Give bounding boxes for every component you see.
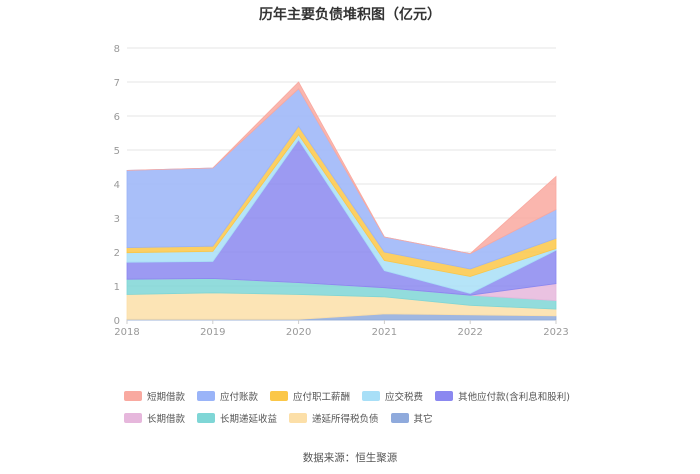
legend-label: 短期借款 [147,392,186,403]
legend-item-accounts-payable[interactable]: 应付账款 [197,389,258,403]
legend-swatch [270,391,289,401]
legend-label: 递延所得税负债 [312,414,379,425]
x-tick-label: 2019 [200,327,225,338]
legend-row-1: 短期借款 应付账款 应付职工薪酬 应交税费 其他应付款(含利息和股利) [124,388,594,404]
legend-item-other[interactable]: 其它 [390,411,433,425]
y-tick-label: 4 [114,180,120,191]
x-tick-label: 2018 [114,327,139,338]
legend-swatch [124,391,142,401]
legend-item-payroll-payable[interactable]: 应付职工薪酬 [270,389,350,403]
legend-label: 其他应付款(含利息和股利) [458,392,570,403]
y-tick-label: 7 [114,78,120,89]
legend-swatch [289,413,308,423]
legend-item-short-term-loans[interactable]: 短期借款 [124,389,185,403]
legend-label: 应付职工薪酬 [293,392,351,403]
area-series-8 [126,81,557,255]
legend-item-long-term-loans[interactable]: 长期借款 [124,411,185,425]
legend-swatch [390,413,409,423]
legend-item-deferred-tax-liabilities[interactable]: 递延所得税负债 [289,411,379,425]
legend: 短期借款 应付账款 应付职工薪酬 应交税费 其他应付款(含利息和股利) 长期借款… [124,388,594,432]
y-tick-label: 0 [114,316,120,327]
legend-item-deferred-income[interactable]: 长期递延收益 [197,411,277,425]
legend-swatch [124,413,142,423]
legend-swatch [435,391,454,401]
y-tick-label: 3 [114,214,120,225]
legend-label: 应交税费 [385,392,424,403]
legend-label: 长期递延收益 [220,414,278,425]
x-tick-label: 2022 [457,327,482,338]
data-source: 数据来源：恒生聚源 [302,452,398,464]
y-tick-label: 2 [114,248,120,259]
x-tick-label: 2023 [543,327,568,338]
y-tick-label: 6 [114,112,120,123]
legend-label: 长期借款 [147,414,186,425]
legend-label: 应付账款 [220,392,259,403]
x-tick-label: 2021 [372,327,397,338]
legend-item-other-payables[interactable]: 其他应付款(含利息和股利) [435,389,570,403]
chart-title: 历年主要负债堆积图（亿元） [259,7,441,23]
y-tick-label: 1 [114,282,120,293]
legend-swatch [197,413,216,423]
legend-swatch [362,391,381,401]
legend-label: 其它 [413,414,433,425]
y-tick-label: 5 [114,146,120,157]
legend-item-taxes-payable[interactable]: 应交税费 [362,389,423,403]
x-tick-label: 2020 [286,327,311,338]
legend-row-2: 长期借款 长期递延收益 递延所得税负债 其它 [124,410,594,426]
chart-plot: 0 1 2 3 4 5 6 7 8 2018 2019 2020 2021 2022 2023 [114,44,569,338]
y-tick-label: 8 [114,44,120,55]
legend-swatch [197,391,216,401]
